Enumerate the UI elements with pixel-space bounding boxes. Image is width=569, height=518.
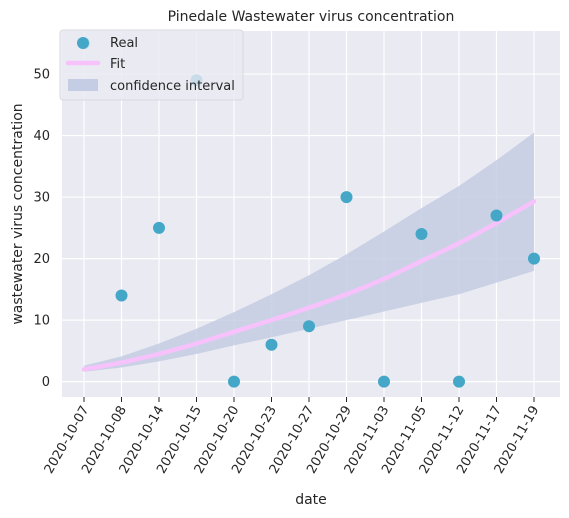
point-2020-10-23 bbox=[265, 338, 278, 351]
y-tick-50: 50 bbox=[33, 68, 50, 83]
legend: Real Fit confidence interval bbox=[59, 29, 244, 101]
y-tick-30: 30 bbox=[33, 191, 50, 206]
y-tick-40: 40 bbox=[33, 129, 50, 144]
point-2020-11-05 bbox=[415, 227, 428, 240]
y-tick-20: 20 bbox=[33, 252, 50, 267]
chart-title: Pinedale Wastewater virus concentration bbox=[168, 9, 455, 25]
y-axis-label: wastewater virus concentration bbox=[10, 103, 26, 324]
point-2020-11-03 bbox=[378, 375, 390, 388]
point-2020-10-08 bbox=[115, 289, 128, 302]
point-2020-10-29 bbox=[340, 191, 353, 204]
legend-label-2: confidence interval bbox=[110, 79, 235, 94]
legend-label-1: Fit bbox=[110, 57, 125, 72]
x-tick-labels: 2020-10-072020-10-082020-10-142020-10-15… bbox=[42, 397, 542, 476]
x-axis-label: date bbox=[295, 492, 327, 508]
point-2020-10-27 bbox=[303, 320, 315, 333]
point-2020-11-17 bbox=[490, 209, 503, 222]
legend-box bbox=[59, 29, 244, 101]
legend-swatch-band bbox=[68, 79, 98, 91]
point-2020-10-20 bbox=[228, 375, 240, 388]
legend-label-0: Real bbox=[110, 36, 138, 51]
legend-swatch-real bbox=[77, 37, 89, 49]
y-tick-labels: 0 10 20 30 40 50 bbox=[33, 68, 50, 391]
point-2020-11-12 bbox=[453, 375, 465, 388]
y-tick-10: 10 bbox=[33, 314, 50, 329]
y-tick-0: 0 bbox=[42, 375, 50, 390]
point-2020-11-19 bbox=[528, 252, 540, 265]
fit-line bbox=[81, 199, 537, 372]
point-2020-10-14 bbox=[153, 221, 165, 234]
